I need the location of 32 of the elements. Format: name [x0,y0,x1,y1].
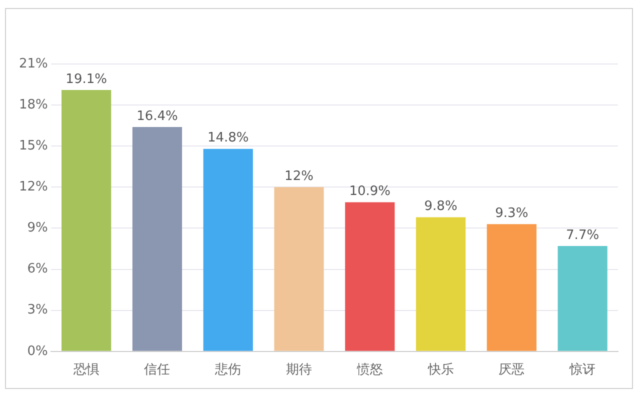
bar [345,202,395,351]
bar [558,246,608,351]
y-tick-label: 0% [27,344,48,359]
y-tick-label: 12% [18,180,48,195]
data-label: 10.9% [349,184,391,200]
data-label: 14.8% [207,130,249,146]
y-tick-label: 15% [18,138,48,154]
bar [203,148,253,351]
x-tick-label: 厌恶 [498,362,525,378]
bar [486,224,536,351]
x-tick-label: 快乐 [426,362,454,378]
data-label: 19.1% [66,72,107,87]
x-tick-label: 悲伤 [214,362,242,378]
x-tick-label: 信任 [144,362,170,378]
x-tick-label: 恐惧 [72,362,100,378]
y-tick-label: 3% [27,302,48,318]
x-tick-label: 期待 [286,362,312,378]
data-label: 16.4% [136,108,178,124]
y-tick-label: 6% [27,262,48,277]
data-label: 9.3% [495,206,528,221]
y-tick-label: 9% [27,220,48,236]
bar [132,126,182,351]
data-label: 7.7% [566,228,600,243]
bar [416,217,466,351]
data-label: 9.8% [424,199,458,214]
bar [62,90,112,351]
x-tick-label: 惊讶 [568,362,596,378]
y-tick-label: 18% [18,97,48,112]
x-tick-label: 愤怒 [356,362,383,378]
y-tick-label: 21% [18,56,48,72]
bar [274,187,324,351]
data-label: 12% [284,169,314,184]
